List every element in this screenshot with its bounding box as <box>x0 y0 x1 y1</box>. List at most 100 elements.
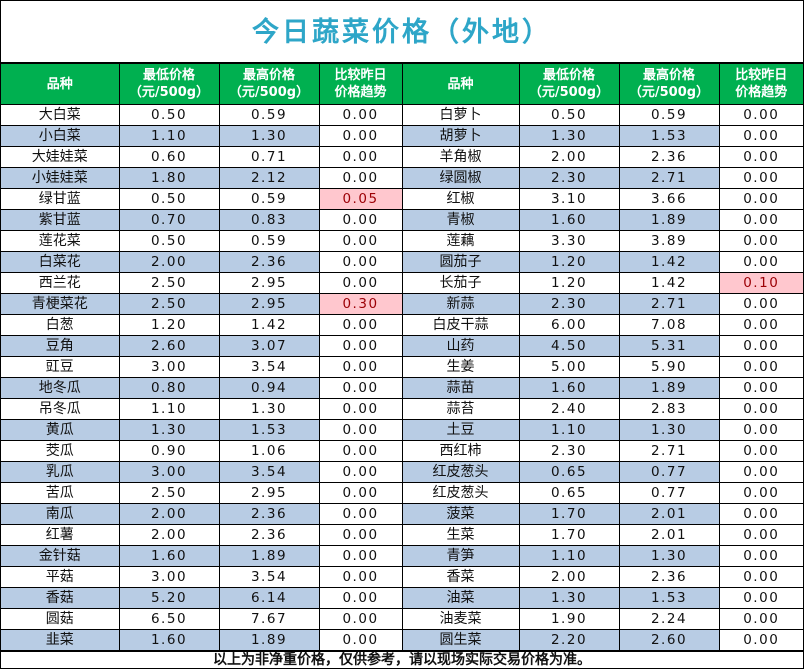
header-variety: 品种 <box>1 63 120 105</box>
trend-cell: 0.00 <box>318 272 403 294</box>
max-price-cell: 2.24 <box>618 608 720 630</box>
max-price-cell: 2.83 <box>618 398 720 420</box>
variety-cell: 香菜 <box>401 566 520 588</box>
trend-cell: 0.00 <box>318 608 403 630</box>
variety-cell: 青笋 <box>401 545 520 567</box>
min-price-cell: 2.30 <box>518 167 620 189</box>
variety-cell: 小白菜 <box>1 125 120 147</box>
price-table: 品种 最低价格 （元/500g） 最高价格 （元/500g） 比较昨日 价格趋势 品种最… <box>1 63 803 651</box>
variety-cell: 韭菜 <box>1 629 120 651</box>
page-title: 今日蔬菜价格（外地） <box>1 1 803 63</box>
max-price-cell: 1.42 <box>218 314 320 336</box>
max-price-cell: 2.71 <box>618 293 720 315</box>
variety-cell: 白萝卜 <box>401 104 520 126</box>
min-price-cell: 2.30 <box>518 293 620 315</box>
min-price-cell: 2.50 <box>118 293 220 315</box>
max-price-cell: 3.54 <box>218 566 320 588</box>
table-row: 金针菇 1.60 1.89 0.00 青笋 1.10 1.30 0.00 <box>1 545 803 567</box>
max-price-cell: 0.77 <box>618 461 720 483</box>
trend-cell: 0.00 <box>718 608 803 630</box>
table-row: 黄瓜 1.30 1.53 0.00 土豆 1.10 1.30 0.00 <box>1 419 803 441</box>
max-price-cell: 1.42 <box>618 251 720 273</box>
variety-cell: 蒜苔 <box>401 398 520 420</box>
min-price-cell: 0.80 <box>118 377 220 399</box>
table-row: 豇豆 3.00 3.54 0.00 生姜 5.00 5.90 0.00 <box>1 356 803 378</box>
max-price-cell: 0.59 <box>218 188 320 210</box>
variety-cell: 生菜 <box>401 524 520 546</box>
variety-cell: 西红柿 <box>401 440 520 462</box>
variety-cell: 平菇 <box>1 566 120 588</box>
trend-cell: 0.00 <box>718 629 803 651</box>
min-price-cell: 1.80 <box>118 167 220 189</box>
min-price-cell: 0.70 <box>118 209 220 231</box>
table-row: 白葱 1.20 1.42 0.00 白皮干蒜 6.00 7.08 0.00 <box>1 314 803 336</box>
table-row: 红薯 2.00 2.36 0.00 生菜 1.70 2.01 0.00 <box>1 524 803 546</box>
table-row: 苦瓜 2.50 2.95 0.00 红皮葱头 0.65 0.77 0.00 <box>1 482 803 504</box>
min-price-cell: 6.00 <box>518 314 620 336</box>
trend-cell: 0.00 <box>718 356 803 378</box>
trend-cell: 0.00 <box>318 125 403 147</box>
variety-cell: 大娃娃菜 <box>1 146 120 168</box>
trend-cell: 0.00 <box>718 440 803 462</box>
max-price-cell: 2.36 <box>618 566 720 588</box>
min-price-cell: 2.00 <box>518 146 620 168</box>
min-price-cell: 2.50 <box>118 272 220 294</box>
trend-cell: 0.00 <box>318 629 403 651</box>
trend-cell: 0.00 <box>718 188 803 210</box>
trend-cell: 0.00 <box>718 167 803 189</box>
trend-cell: 0.00 <box>318 587 403 609</box>
min-price-cell: 1.60 <box>118 629 220 651</box>
min-price-cell: 3.10 <box>518 188 620 210</box>
max-price-cell: 5.31 <box>618 335 720 357</box>
variety-cell: 黄瓜 <box>1 419 120 441</box>
min-price-cell: 1.30 <box>118 419 220 441</box>
max-price-cell: 1.06 <box>218 440 320 462</box>
trend-cell: 0.00 <box>718 209 803 231</box>
variety-cell: 紫甘蓝 <box>1 209 120 231</box>
trend-cell: 0.00 <box>718 503 803 525</box>
max-price-cell: 2.01 <box>618 503 720 525</box>
max-price-cell: 2.36 <box>218 251 320 273</box>
trend-cell: 0.00 <box>318 335 403 357</box>
min-price-cell: 2.50 <box>118 482 220 504</box>
min-price-cell: 1.30 <box>518 125 620 147</box>
trend-cell: 0.00 <box>718 146 803 168</box>
min-price-cell: 3.30 <box>518 230 620 252</box>
trend-cell: 0.00 <box>318 545 403 567</box>
trend-cell: 0.00 <box>318 377 403 399</box>
table-row: 乳瓜 3.00 3.54 0.00 红皮葱头 0.65 0.77 0.00 <box>1 461 803 483</box>
header-max-price: 最高价格 （元/500g） <box>218 63 320 105</box>
max-price-cell: 1.30 <box>218 125 320 147</box>
table-row: 小白菜 1.10 1.30 0.00 胡萝卜 1.30 1.53 0.00 <box>1 125 803 147</box>
variety-cell: 圆生菜 <box>401 629 520 651</box>
table-row: 大白菜 0.50 0.59 0.00 白萝卜 0.50 0.59 0.00 <box>1 104 803 126</box>
trend-cell: 0.00 <box>318 524 403 546</box>
min-price-cell: 1.20 <box>118 314 220 336</box>
trend-cell: 0.30 <box>318 293 403 315</box>
min-price-cell: 4.50 <box>518 335 620 357</box>
max-price-cell: 0.59 <box>218 230 320 252</box>
table-row: 南瓜 2.00 2.36 0.00 菠菜 1.70 2.01 0.00 <box>1 503 803 525</box>
min-price-cell: 2.00 <box>118 503 220 525</box>
min-price-cell: 3.00 <box>118 461 220 483</box>
trend-cell: 0.00 <box>718 524 803 546</box>
trend-cell: 0.00 <box>318 356 403 378</box>
variety-cell: 土豆 <box>401 419 520 441</box>
min-price-cell: 2.40 <box>518 398 620 420</box>
variety-cell: 新蒜 <box>401 293 520 315</box>
trend-cell: 0.00 <box>718 125 803 147</box>
variety-cell: 绿圆椒 <box>401 167 520 189</box>
variety-cell: 油菜 <box>401 587 520 609</box>
trend-cell: 0.00 <box>718 314 803 336</box>
max-price-cell: 3.54 <box>218 461 320 483</box>
max-price-cell: 0.83 <box>218 209 320 231</box>
min-price-cell: 2.60 <box>118 335 220 357</box>
max-price-cell: 7.67 <box>218 608 320 630</box>
trend-cell: 0.00 <box>718 587 803 609</box>
max-price-cell: 5.90 <box>618 356 720 378</box>
variety-cell: 西兰花 <box>1 272 120 294</box>
min-price-cell: 0.90 <box>118 440 220 462</box>
min-price-cell: 1.10 <box>118 398 220 420</box>
min-price-cell: 1.10 <box>118 125 220 147</box>
